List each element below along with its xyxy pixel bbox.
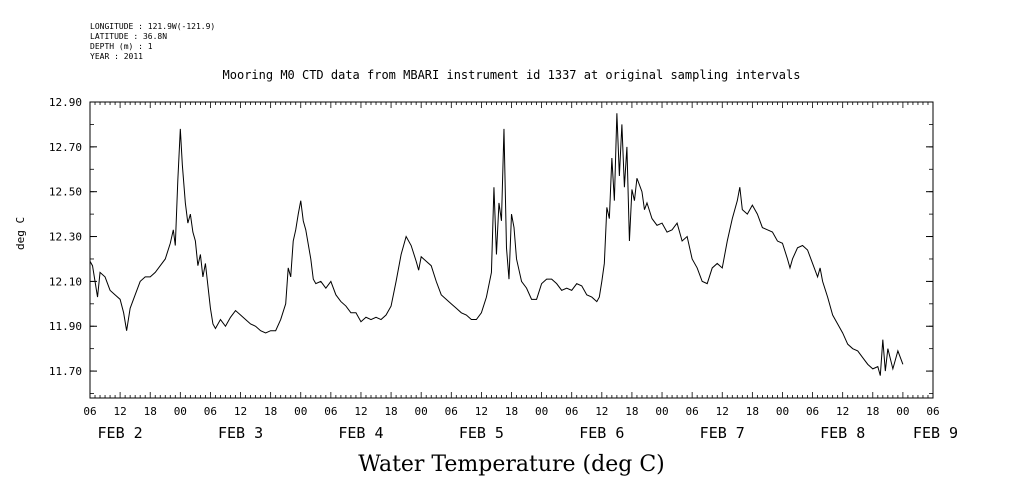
x-tick-label: 00	[655, 405, 668, 418]
day-label: FEB 3	[218, 424, 263, 442]
meta-depth: DEPTH (m) : 1	[90, 42, 153, 51]
x-tick-label: 06	[445, 405, 458, 418]
x-tick-label: 12	[595, 405, 608, 418]
y-tick-label: 11.90	[49, 320, 82, 333]
x-tick-label: 18	[264, 405, 277, 418]
x-tick-label: 06	[204, 405, 217, 418]
plot-frame	[89, 101, 934, 399]
day-label: FEB 5	[459, 424, 504, 442]
x-tick-label: 00	[174, 405, 187, 418]
x-tick-label: 00	[535, 405, 548, 418]
y-tick-label: 12.50	[49, 186, 82, 199]
meta-latitude: LATITUDE : 36.8N	[90, 32, 168, 41]
x-tick-label: 12	[475, 405, 488, 418]
x-tick-label: 06	[686, 405, 699, 418]
x-tick-label: 12	[113, 405, 126, 418]
x-tick-label: 18	[384, 405, 397, 418]
y-tick-label: 11.70	[49, 365, 82, 378]
x-tick-label: 06	[324, 405, 337, 418]
x-tick-label: 06	[926, 405, 939, 418]
x-tick-label: 18	[866, 405, 879, 418]
x-tick-label: 00	[294, 405, 307, 418]
x-tick-label: 12	[354, 405, 367, 418]
x-tick-label: 18	[746, 405, 759, 418]
metadata-block: LONGITUDE : 121.9W(-121.9) LATITUDE : 36…	[90, 22, 215, 62]
x-tick-label: 12	[716, 405, 729, 418]
temperature-series-line	[89, 113, 904, 376]
x-tick-label: 00	[776, 405, 789, 418]
x-tick-label: 00	[415, 405, 428, 418]
x-tick-label: 12	[836, 405, 849, 418]
x-tick-label: 18	[505, 405, 518, 418]
day-label: FEB 9	[913, 424, 958, 442]
x-tick-label: 06	[565, 405, 578, 418]
y-tick-label: 12.10	[49, 275, 82, 288]
x-tick-label: 06	[806, 405, 819, 418]
meta-longitude: LONGITUDE : 121.9W(-121.9)	[90, 22, 216, 31]
chart-title: Mooring M0 CTD data from MBARI instrumen…	[222, 68, 801, 82]
x-tick-label: 06	[83, 405, 96, 418]
day-label: FEB 4	[338, 424, 383, 442]
x-axis-label: Water Temperature (deg C)	[358, 452, 665, 477]
x-tick-label: 00	[896, 405, 909, 418]
day-label: FEB 6	[579, 424, 624, 442]
y-tick-label: 12.90	[49, 96, 82, 109]
meta-year: YEAR : 2011	[90, 52, 143, 61]
y-tick-label: 12.70	[49, 141, 82, 154]
x-tick-label: 12	[234, 405, 247, 418]
day-label: FEB 7	[700, 424, 745, 442]
x-tick-label: 18	[144, 405, 157, 418]
day-label: FEB 8	[820, 424, 865, 442]
x-tick-label: 18	[625, 405, 638, 418]
y-tick-label: 12.30	[49, 231, 82, 244]
day-label: FEB 2	[98, 424, 143, 442]
